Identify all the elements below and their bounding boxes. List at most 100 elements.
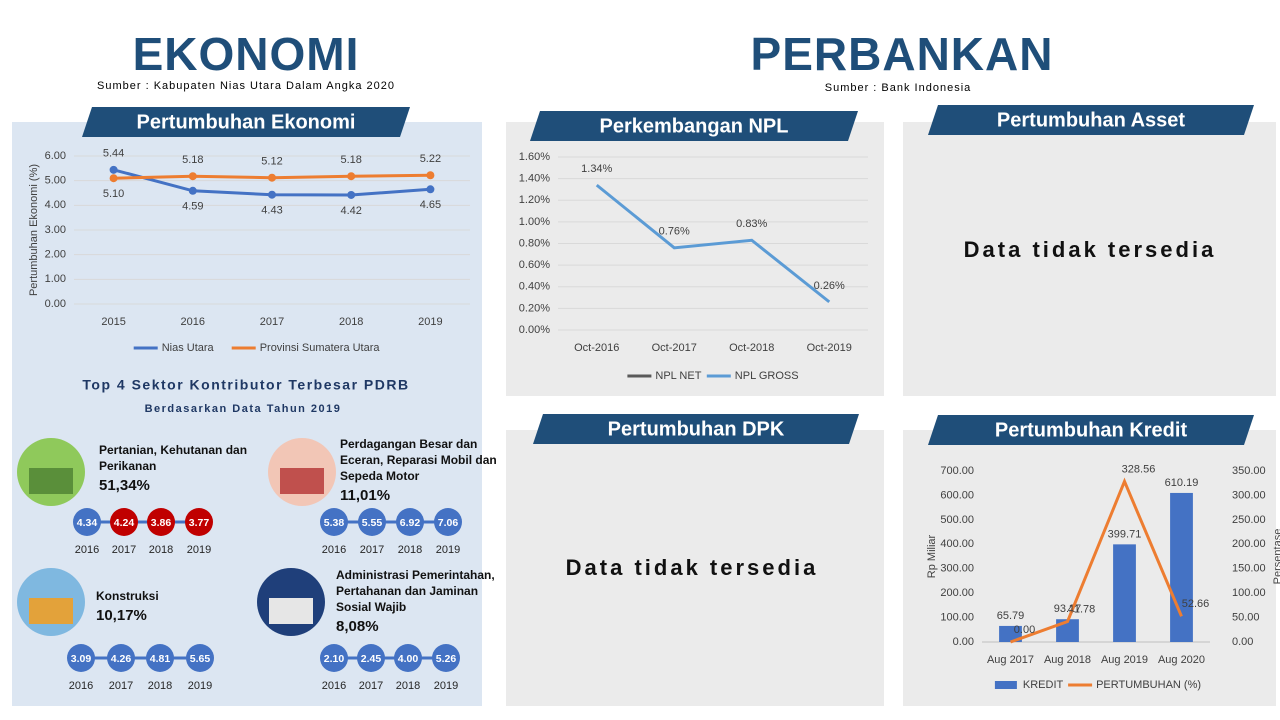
sector-share: 51,34% xyxy=(99,477,150,494)
right-source: Sumber : Bank Indonesia xyxy=(825,82,972,94)
x-tick-label: Oct-2019 xyxy=(807,342,852,354)
legend-label: PERTUMBUHAN (%) xyxy=(1096,679,1201,691)
series-line xyxy=(1009,477,1183,644)
data-label: 4.59 xyxy=(182,201,203,213)
series-line xyxy=(595,183,831,304)
sector-share: 11,01% xyxy=(340,487,391,504)
banner-title: Pertumbuhan DPK xyxy=(608,418,785,440)
sector-bubble xyxy=(110,508,138,536)
data-label: 52.66 xyxy=(1182,598,1210,610)
y2-tick-label: 300.00 xyxy=(1232,489,1266,501)
y-tick-label: 600.00 xyxy=(940,489,974,501)
legend-label: NPL NET xyxy=(655,370,701,382)
data-label: 4.42 xyxy=(340,205,361,217)
sector-value: 5.55 xyxy=(362,517,383,529)
y2-tick-label: 150.00 xyxy=(1232,563,1266,575)
banner xyxy=(533,414,859,444)
data-label: 4.43 xyxy=(261,205,282,217)
sector-bubble xyxy=(73,508,101,536)
banner xyxy=(530,111,858,141)
sector-bubble xyxy=(434,508,462,536)
sector-year: 2019 xyxy=(436,544,460,556)
y-tick-label: 100.00 xyxy=(940,611,974,623)
sector-bubble xyxy=(107,644,135,672)
y-tick-label: 300.00 xyxy=(940,563,974,575)
y-tick-label: 500.00 xyxy=(940,514,974,526)
banner-title: Pertumbuhan Asset xyxy=(997,109,1186,131)
sector-value: 4.00 xyxy=(398,653,419,665)
data-label: 0.26% xyxy=(814,280,845,292)
sector-icon-detail xyxy=(29,468,73,494)
sector-value: 5.38 xyxy=(324,517,345,529)
y2-tick-label: 50.00 xyxy=(1232,611,1260,623)
sector-bubble xyxy=(186,644,214,672)
y-tick-label: 0.20% xyxy=(519,302,550,314)
sector-text: Pertanian, Kehutanan dan Perikanan 51,34% xyxy=(99,442,259,494)
x-tick-label: Aug 2019 xyxy=(1101,654,1148,666)
banner xyxy=(82,107,410,137)
sector-name: Pertanian, Kehutanan dan Perikanan xyxy=(99,443,248,473)
left-title: EKONOMI xyxy=(133,28,360,80)
data-label: 1.34% xyxy=(581,163,612,175)
data-label: 0.83% xyxy=(736,218,767,230)
x-tick-label: 2018 xyxy=(339,316,363,328)
data-label: 0.76% xyxy=(659,226,690,238)
y-tick-label: 0.00 xyxy=(45,298,66,310)
sector-text: Administrasi Pemerintahan, Pertahanan da… xyxy=(336,567,496,635)
sector-year: 2019 xyxy=(187,544,211,556)
x-tick-label: Oct-2018 xyxy=(729,342,774,354)
legend-swatch xyxy=(994,681,1017,689)
point-marker xyxy=(188,172,197,181)
legend-label: NPL GROSS xyxy=(735,370,799,382)
banner-title: Pertumbuhan Ekonomi xyxy=(137,111,356,133)
point-marker xyxy=(268,173,276,182)
sector-year: 2019 xyxy=(434,680,458,692)
sector-text: Konstruksi 10,17% xyxy=(96,588,236,624)
y-tick-label: 5.00 xyxy=(45,175,66,187)
sector-name: Konstruksi xyxy=(96,589,159,603)
sector-bubble xyxy=(394,644,422,672)
y-tick-label: 1.00 xyxy=(45,273,66,285)
sector-value: 4.24 xyxy=(114,517,135,529)
sector-year: 2017 xyxy=(359,680,383,692)
y-tick-label: 0.00 xyxy=(953,636,974,648)
point-marker xyxy=(426,171,435,180)
sector-value: 4.26 xyxy=(111,653,132,665)
y2-tick-label: 200.00 xyxy=(1232,538,1266,550)
sector-bubble xyxy=(432,644,460,672)
sector-year: 2017 xyxy=(109,680,133,692)
sector-bubble xyxy=(146,644,174,672)
data-label: 5.22 xyxy=(420,153,441,165)
y-tick-label: 4.00 xyxy=(45,199,66,211)
legend-label: Nias Utara xyxy=(162,342,215,354)
sector-year: 2018 xyxy=(149,544,173,556)
y-tick-label: 200.00 xyxy=(940,587,974,599)
y2-tick-label: 250.00 xyxy=(1232,514,1266,526)
legend-label: Provinsi Sumatera Utara xyxy=(260,342,381,354)
sector-name: Perdagangan Besar dan Eceran, Reparasi M… xyxy=(340,437,497,483)
y-tick-label: 0.00% xyxy=(519,324,550,336)
sector-bubble xyxy=(67,644,95,672)
sector-bubble xyxy=(185,508,213,536)
data-label: 328.56 xyxy=(1122,463,1156,475)
sector-icon-detail xyxy=(29,598,73,624)
right-title: PERBANKAN xyxy=(751,28,1054,80)
sector-value: 7.06 xyxy=(438,517,459,529)
sector-value: 3.77 xyxy=(189,517,210,529)
legend-label: KREDIT xyxy=(1023,679,1064,691)
sector-value: 3.86 xyxy=(151,517,172,529)
y-axis-label: Rp Miliar xyxy=(926,534,938,578)
banner-title: Pertumbuhan Kredit xyxy=(995,419,1188,441)
data-label: 399.71 xyxy=(1108,528,1142,540)
x-tick-label: Aug 2018 xyxy=(1044,654,1091,666)
sector-value: 4.81 xyxy=(150,653,171,665)
sector-bubble xyxy=(320,644,348,672)
sector-value: 5.26 xyxy=(436,653,457,665)
data-label: 4.65 xyxy=(420,199,441,211)
y2-tick-label: 100.00 xyxy=(1232,587,1266,599)
sector-share: 8,08% xyxy=(336,618,379,635)
x-tick-label: Aug 2020 xyxy=(1158,654,1205,666)
sector-year: 2018 xyxy=(396,680,420,692)
